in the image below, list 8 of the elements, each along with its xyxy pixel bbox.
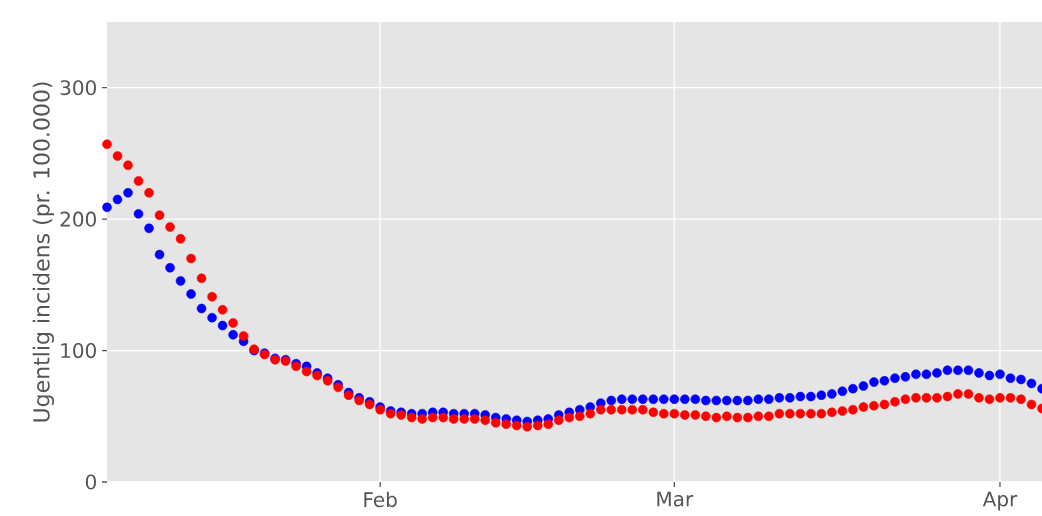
y-tick-label: 0 [85,474,96,490]
x-tick-label: Feb [364,491,397,508]
y-tick-label: 300 [60,80,96,96]
x-tick-label: Apr [982,491,1018,511]
y-tick-label: 200 [60,211,96,227]
x-tick-label: Mar [657,491,694,507]
y-axis-title: Ugentlig incidens (pr. 100.000) [32,82,54,422]
y-tick-label: 100 [61,342,96,359]
